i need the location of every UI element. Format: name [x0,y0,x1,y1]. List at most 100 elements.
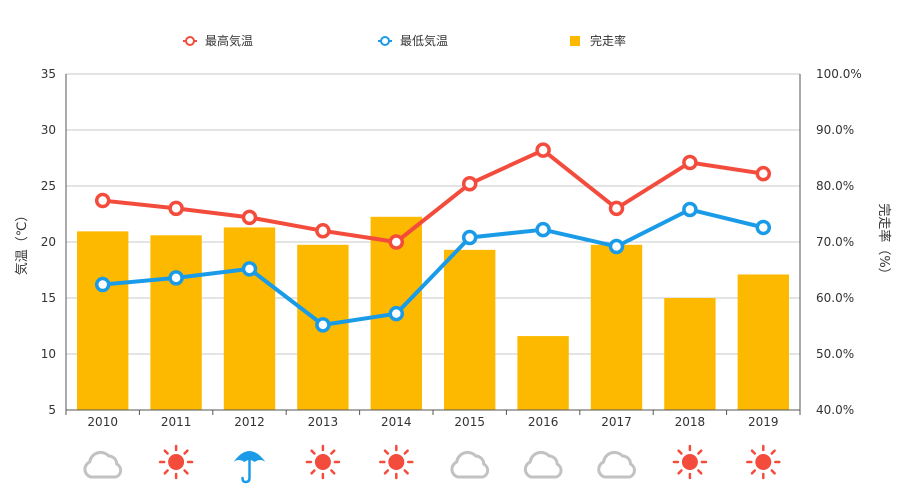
y-right-tick-label: 100.0% [816,67,862,81]
y-right-tick-label: 70.0% [816,235,854,249]
y-left-tick-label: 15 [41,291,56,305]
sun-ray [750,449,757,455]
cloud-icon [523,450,563,479]
data-point-2016 [535,142,551,158]
y-right-tick-label: 90.0% [816,123,854,137]
bar-2015 [444,249,496,410]
sun-ray [183,449,189,455]
x-tick-label: 2019 [748,415,779,429]
legend-marker-swatch [380,36,390,46]
legend-label: 最高気温 [205,33,253,48]
data-point-2011 [168,270,184,286]
x-tick-label: 2015 [454,415,485,429]
data-point-2019 [755,165,772,182]
y-right-tick-label: 50.0% [816,347,854,361]
series-line [102,207,764,327]
sun-ray [310,449,316,455]
cloud-outline [83,450,123,479]
sun-core [168,454,185,470]
cloud-outline [523,450,563,479]
legend: 最高気温 最低気温 完走率 [183,33,626,48]
x-tick-label: 2012 [234,415,265,429]
legend-item: 完走率 [570,33,626,48]
cloud-icon [83,450,123,479]
x-tick-label: 2010 [87,415,118,429]
sun-ray [330,469,336,475]
sun-ray [697,449,703,455]
y-left-axis-title: 気温（℃） [14,209,30,276]
legend-bar-swatch [570,36,580,46]
sun-core [681,454,698,470]
umbrella-canopy [233,451,266,462]
y-right-tick-label: 40.0% [816,403,854,417]
data-point-2011 [168,200,184,217]
data-point-2013 [315,223,331,239]
sun-ray [770,469,776,475]
bar-2019 [737,274,789,410]
line-series-最低気温 [94,201,772,333]
sun-ray [183,469,189,475]
cloud-outline [597,450,636,479]
bar-2010 [77,231,129,410]
data-point-2018 [682,154,698,171]
sun-ray [163,469,169,475]
data-point-2016 [535,221,551,238]
sun-ray [770,449,776,455]
data-point-2017 [608,200,625,217]
y-left-tick-label: 20 [41,235,56,249]
y-left-tick-label: 25 [41,179,56,193]
series-line [102,148,764,244]
sun-ray [383,469,390,475]
x-tick-label: 2018 [675,415,706,429]
data-point-2015 [461,176,478,192]
y-right-tick-label: 60.0% [816,291,854,305]
cloud-icon [450,450,490,479]
x-tick-label: 2017 [601,415,632,429]
x-tick-label: 2016 [528,415,559,429]
bar-2018 [664,298,716,410]
data-point-2010 [94,192,111,209]
data-point-2014 [388,234,405,250]
legend-item: 最高気温 [183,33,253,48]
x-tick-label: 2014 [381,415,412,429]
weather-icon-row [83,444,781,484]
y-left-tick-label: 10 [41,347,56,361]
bar-2012 [223,227,276,410]
bar-2016 [517,336,569,410]
data-point-2014 [388,305,405,322]
data-point-2017 [608,238,625,255]
sun-icon [672,444,708,480]
sun-ray [163,449,169,455]
x-tick-label: 2013 [308,415,339,429]
sun-icon [746,444,781,480]
umbrella-handle [241,458,251,484]
y-right-tick-label: 80.0% [816,179,854,193]
data-point-2019 [755,219,772,236]
data-point-2015 [461,229,478,246]
sun-icon [158,444,194,480]
sun-ray [677,449,683,455]
sun-ray [697,469,703,475]
sun-ray [677,469,683,475]
line-series-最高気温 [94,142,772,250]
sun-core [755,454,772,470]
legend-label: 完走率 [590,33,626,48]
legend-item: 最低気温 [378,33,448,48]
sun-core [388,454,405,470]
y-left-tick-label: 35 [41,67,56,81]
sun-ray [750,469,757,475]
sun-icon [305,444,341,480]
cloud-icon [597,450,636,479]
sun-ray [403,449,409,455]
y-left-tick-label: 5 [48,403,56,417]
bar-2011 [150,235,202,410]
legend-label: 最低気温 [400,33,448,48]
sun-ray [383,449,390,455]
sun-core [314,454,331,470]
bar-2017 [590,244,643,410]
data-point-2012 [241,209,258,226]
data-point-2018 [682,201,698,218]
sun-ray [330,449,336,455]
